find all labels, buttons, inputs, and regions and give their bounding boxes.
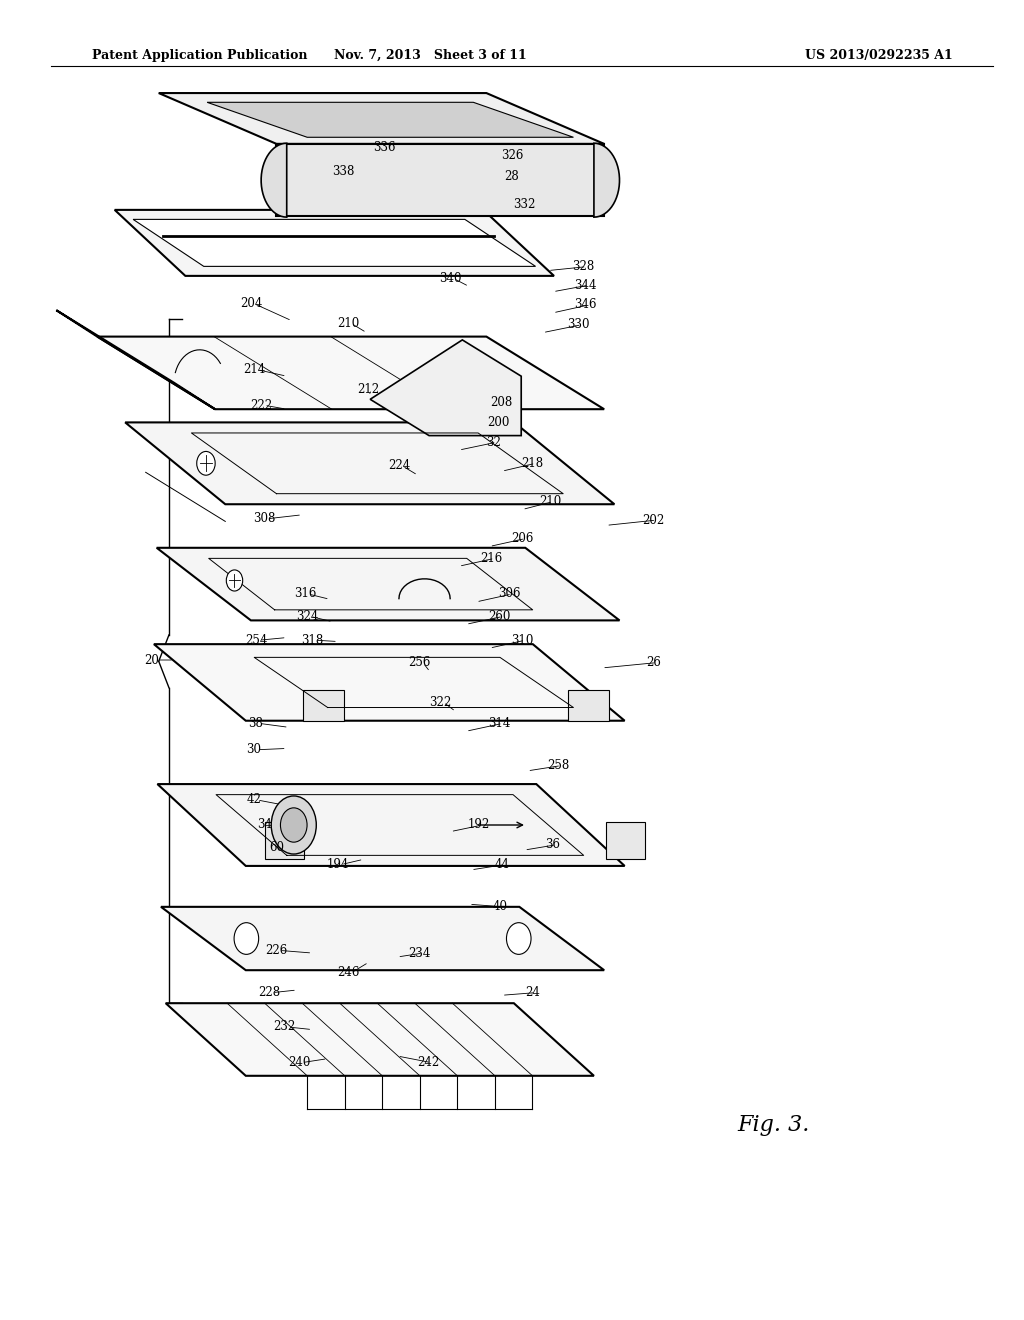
Polygon shape [207,103,573,137]
Text: 240: 240 [288,1056,310,1069]
Text: 192: 192 [468,818,490,832]
Text: 224: 224 [388,459,411,473]
Text: 340: 340 [439,272,462,285]
Circle shape [234,923,259,954]
Text: 346: 346 [574,298,597,312]
Text: 218: 218 [521,457,544,470]
Polygon shape [159,92,604,144]
Text: 34: 34 [257,818,271,832]
Circle shape [226,570,243,591]
Circle shape [507,923,531,954]
Text: 228: 228 [258,986,281,999]
Polygon shape [264,821,303,858]
Text: 326: 326 [501,149,523,162]
Polygon shape [303,689,343,721]
Text: 232: 232 [273,1020,296,1034]
Text: 336: 336 [373,141,395,154]
Text: 204: 204 [240,297,262,310]
Text: 222: 222 [250,399,272,412]
Text: 246: 246 [337,966,359,979]
Text: 332: 332 [513,198,536,211]
Text: 202: 202 [642,513,665,527]
Text: 30: 30 [247,743,261,756]
Text: Fig. 3.: Fig. 3. [737,1114,810,1135]
Text: 314: 314 [488,717,511,730]
Text: 310: 310 [511,634,534,647]
Circle shape [281,808,307,842]
Text: 308: 308 [253,512,275,525]
Text: 258: 258 [547,759,569,772]
Polygon shape [261,144,287,218]
Text: 44: 44 [495,858,509,871]
Polygon shape [115,210,554,276]
Text: Nov. 7, 2013   Sheet 3 of 11: Nov. 7, 2013 Sheet 3 of 11 [334,49,526,62]
Text: 318: 318 [301,634,324,647]
Polygon shape [166,1003,594,1076]
Polygon shape [154,644,625,721]
Text: 40: 40 [493,900,507,913]
Text: 206: 206 [511,532,534,545]
Text: 38: 38 [249,717,263,730]
Polygon shape [276,144,604,216]
Text: 338: 338 [332,165,354,178]
Polygon shape [371,341,521,436]
Polygon shape [158,784,625,866]
Text: 242: 242 [417,1056,439,1069]
Text: 60: 60 [269,841,284,854]
Text: Patent Application Publication: Patent Application Publication [92,49,307,62]
Polygon shape [133,219,536,267]
Polygon shape [567,689,608,721]
Text: 28: 28 [505,170,519,183]
Text: 226: 226 [265,944,288,957]
Text: 42: 42 [247,793,261,807]
Polygon shape [157,548,620,620]
Polygon shape [56,310,215,409]
Text: 306: 306 [498,587,520,601]
Circle shape [271,796,316,854]
Text: 212: 212 [357,383,380,396]
Text: 214: 214 [243,363,265,376]
Text: 328: 328 [572,260,595,273]
Text: 344: 344 [574,279,597,292]
Circle shape [197,451,215,475]
Text: 216: 216 [480,552,503,565]
Text: 324: 324 [296,610,318,623]
Polygon shape [97,337,604,409]
Text: 254: 254 [245,634,267,647]
Text: 210: 210 [539,495,561,508]
Polygon shape [605,821,645,858]
Text: 36: 36 [546,838,560,851]
Text: 210: 210 [337,317,359,330]
Text: 24: 24 [525,986,540,999]
Text: 330: 330 [567,318,590,331]
Text: 316: 316 [294,587,316,601]
Text: US 2013/0292235 A1: US 2013/0292235 A1 [805,49,952,62]
Text: 256: 256 [409,656,431,669]
Text: 208: 208 [490,396,513,409]
Text: 20: 20 [144,653,159,667]
Text: 26: 26 [646,656,660,669]
Text: 234: 234 [409,946,431,960]
Polygon shape [125,422,614,504]
Text: 32: 32 [486,436,501,449]
Text: 260: 260 [488,610,511,623]
Text: 322: 322 [429,696,452,709]
Text: 200: 200 [487,416,510,429]
Polygon shape [594,144,620,218]
Text: 194: 194 [327,858,349,871]
Polygon shape [161,907,604,970]
